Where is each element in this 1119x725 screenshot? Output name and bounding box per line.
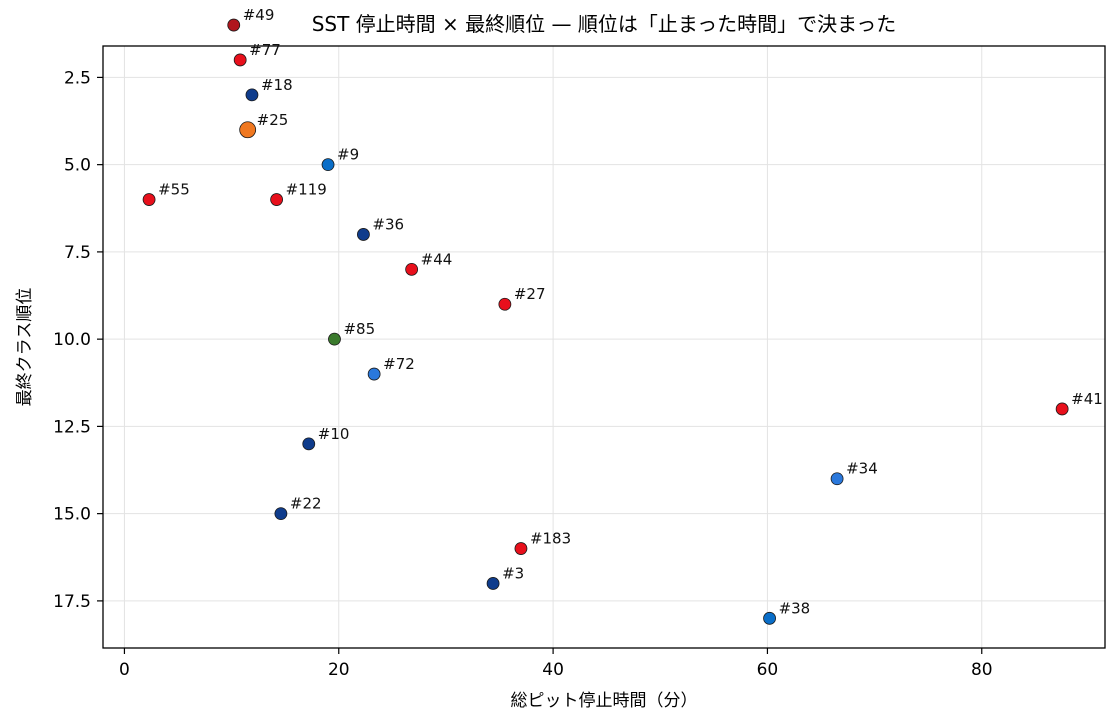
y-axis-label: 最終クラス順位 bbox=[15, 288, 35, 407]
points bbox=[142, 18, 1069, 625]
data-point bbox=[302, 437, 316, 451]
data-point bbox=[142, 193, 156, 206]
data-point-label: #41 bbox=[1071, 390, 1103, 408]
data-point-label: #38 bbox=[779, 599, 811, 617]
y-tick-label: 12.5 bbox=[53, 417, 91, 437]
x-tick-label: 0 bbox=[119, 660, 130, 680]
data-point bbox=[763, 611, 776, 625]
data-point bbox=[1055, 402, 1069, 416]
data-point-label: #9 bbox=[337, 146, 359, 164]
data-point-label: #18 bbox=[261, 76, 293, 94]
data-point-label: #25 bbox=[257, 111, 289, 129]
y-tick-label: 7.5 bbox=[64, 243, 91, 263]
y-tick-label: 5.0 bbox=[64, 156, 91, 176]
data-point bbox=[405, 262, 419, 276]
data-point-label: #119 bbox=[286, 181, 327, 199]
data-point bbox=[830, 472, 844, 486]
data-point bbox=[270, 193, 284, 206]
axes: 0 20 40 60 80 2.5 5.0 7.5 10.0 12.5 15.0 17.5 bbox=[53, 45, 1106, 680]
data-point bbox=[227, 18, 241, 32]
y-tick-label: 15.0 bbox=[53, 505, 91, 525]
data-point-label: #36 bbox=[372, 215, 404, 233]
data-point bbox=[233, 53, 247, 67]
data-point bbox=[239, 121, 257, 139]
data-point-label: #22 bbox=[290, 495, 322, 513]
data-point-label: #34 bbox=[846, 460, 878, 478]
data-point bbox=[367, 367, 381, 381]
data-point-label: #3 bbox=[502, 564, 524, 582]
y-tick-label: 10.0 bbox=[53, 330, 91, 350]
x-tick-label: 40 bbox=[542, 660, 564, 680]
data-point-label: #72 bbox=[383, 355, 415, 373]
data-point-label: #85 bbox=[343, 320, 375, 338]
x-tick-label: 60 bbox=[757, 660, 779, 680]
grid bbox=[103, 46, 1105, 648]
data-point bbox=[274, 507, 288, 521]
x-tick-label: 80 bbox=[971, 660, 993, 680]
data-point-label: #10 bbox=[318, 425, 350, 443]
data-point bbox=[328, 332, 341, 346]
data-point-label: #183 bbox=[530, 530, 571, 548]
x-tick-label: 20 bbox=[328, 660, 350, 680]
data-point bbox=[486, 577, 500, 590]
data-point bbox=[514, 542, 528, 555]
chart-title: SST 停止時間 × 最終順位 — 順位は「止まった時間」で決まった bbox=[312, 12, 897, 36]
data-point-label: #77 bbox=[249, 41, 281, 59]
y-tick-label: 17.5 bbox=[53, 592, 91, 612]
x-axis-label: 総ピット停止時間（分） bbox=[511, 691, 698, 711]
plot-frame bbox=[102, 45, 1106, 649]
data-point-label: #44 bbox=[421, 250, 453, 268]
data-point-label: #55 bbox=[158, 181, 190, 199]
data-point bbox=[357, 228, 370, 241]
data-point bbox=[245, 88, 259, 102]
data-point-label: #27 bbox=[514, 285, 546, 303]
y-tick-label: 2.5 bbox=[64, 68, 91, 88]
data-point bbox=[498, 297, 512, 311]
point-labels: #49 #77 #18 #25 #9 #55 #119 #36 #44 #27 #85 #72 #41 #… bbox=[158, 6, 1103, 617]
data-point bbox=[321, 158, 335, 172]
data-point-label: #49 bbox=[243, 6, 275, 24]
